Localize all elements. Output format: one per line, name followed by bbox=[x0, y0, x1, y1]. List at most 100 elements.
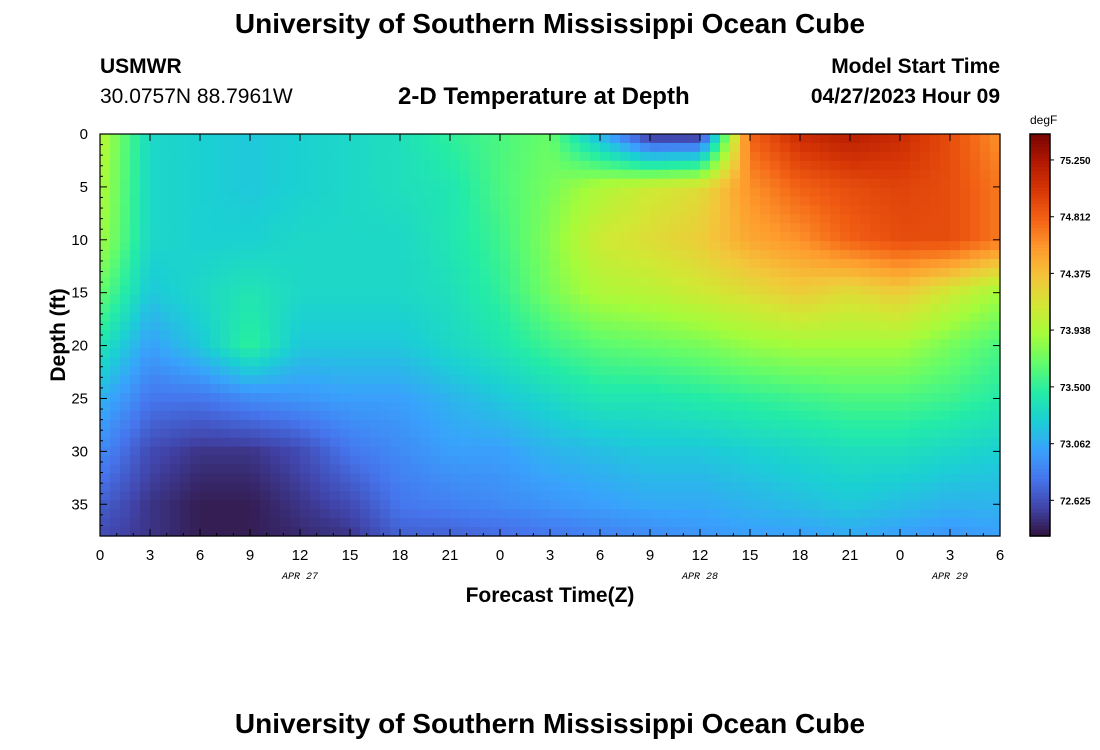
heatmap-cell bbox=[300, 473, 311, 483]
heatmap-cell bbox=[880, 339, 891, 349]
heatmap-cell bbox=[880, 223, 891, 233]
heatmap-cell bbox=[100, 196, 111, 207]
heatmap-cell bbox=[770, 321, 781, 332]
heatmap-cell bbox=[820, 464, 831, 475]
heatmap-cell bbox=[430, 268, 441, 278]
heatmap-cell bbox=[610, 312, 621, 323]
date-label: APR 29 bbox=[931, 572, 968, 583]
heatmap-cell bbox=[490, 294, 501, 305]
heatmap-cell bbox=[660, 187, 671, 198]
heatmap-cell bbox=[440, 357, 451, 367]
heatmap-cell bbox=[600, 259, 611, 269]
heatmap-cell bbox=[480, 464, 491, 475]
heatmap-cell bbox=[610, 455, 621, 466]
y-tick-label: 0 bbox=[80, 126, 88, 143]
heatmap-cell bbox=[760, 393, 771, 403]
heatmap-cell bbox=[910, 527, 921, 537]
heatmap-cell bbox=[970, 276, 981, 287]
heatmap-cell bbox=[590, 446, 601, 457]
heatmap-cell bbox=[870, 285, 881, 296]
heatmap-cell bbox=[120, 312, 131, 323]
colorbar-segment bbox=[1030, 435, 1050, 440]
heatmap-cell bbox=[540, 160, 551, 171]
heatmap-cell bbox=[910, 169, 921, 180]
heatmap-cell bbox=[350, 196, 361, 207]
heatmap-cell bbox=[180, 312, 191, 323]
heatmap-cell bbox=[710, 205, 721, 215]
colorbar-segment bbox=[1030, 254, 1050, 259]
heatmap-cell bbox=[380, 348, 391, 358]
heatmap-cell bbox=[870, 232, 881, 242]
heatmap-cell bbox=[960, 402, 971, 412]
heatmap-cell bbox=[650, 160, 661, 171]
heatmap-cell bbox=[560, 294, 571, 305]
heatmap-cell bbox=[670, 437, 681, 448]
heatmap-cell bbox=[150, 428, 161, 439]
heatmap-cell bbox=[250, 491, 261, 501]
heatmap-cell bbox=[610, 178, 621, 189]
heatmap-cell bbox=[320, 446, 331, 457]
heatmap-cell bbox=[970, 134, 981, 144]
heatmap-cell bbox=[270, 348, 281, 358]
heatmap-cell bbox=[370, 151, 381, 162]
heatmap-cell bbox=[190, 294, 201, 305]
heatmap-cell bbox=[440, 232, 451, 242]
heatmap-cell bbox=[820, 142, 831, 153]
heatmap-cell bbox=[650, 428, 661, 439]
heatmap-cell bbox=[100, 402, 111, 412]
heatmap-cell bbox=[550, 500, 561, 510]
heatmap-cell bbox=[810, 500, 821, 510]
heatmap-cell bbox=[940, 518, 951, 528]
heatmap-cell bbox=[290, 402, 301, 412]
heatmap-cell bbox=[840, 384, 851, 394]
heatmap-cell bbox=[810, 259, 821, 269]
heatmap-cell bbox=[710, 259, 721, 269]
heatmap-cell bbox=[340, 348, 351, 358]
heatmap-cell bbox=[760, 187, 771, 198]
heatmap-cell bbox=[720, 259, 731, 269]
heatmap-cell bbox=[300, 196, 311, 207]
heatmap-cell bbox=[990, 437, 1001, 448]
heatmap-cell bbox=[780, 473, 791, 483]
heatmap-cell bbox=[860, 518, 871, 528]
heatmap-cell bbox=[170, 348, 181, 358]
heatmap-cell bbox=[770, 446, 781, 457]
heatmap-cell bbox=[940, 527, 951, 537]
heatmap-cell bbox=[680, 393, 691, 403]
heatmap-cell bbox=[560, 491, 571, 501]
heatmap-cell bbox=[970, 455, 981, 466]
heatmap-cell bbox=[490, 348, 501, 358]
heatmap-cell bbox=[230, 142, 241, 153]
heatmap-cell bbox=[340, 410, 351, 421]
heatmap-cell bbox=[630, 410, 641, 421]
heatmap-cell bbox=[750, 294, 761, 305]
heatmap-cell bbox=[470, 402, 481, 412]
heatmap-cell bbox=[780, 518, 791, 528]
heatmap-cell bbox=[610, 285, 621, 296]
heatmap-cell bbox=[110, 366, 121, 376]
heatmap-cell bbox=[740, 268, 751, 278]
heatmap-cell bbox=[410, 187, 421, 198]
heatmap-cell bbox=[890, 223, 901, 233]
heatmap-cell bbox=[880, 509, 891, 519]
heatmap-cell bbox=[370, 223, 381, 233]
heatmap-cell bbox=[640, 187, 651, 198]
heatmap-cell bbox=[550, 455, 561, 466]
heatmap-cell bbox=[640, 446, 651, 457]
heatmap-cell bbox=[260, 312, 271, 323]
heatmap-cell bbox=[950, 303, 961, 314]
heatmap-cell bbox=[300, 410, 311, 421]
heatmap-cell bbox=[570, 276, 581, 287]
heatmap-cell bbox=[950, 214, 961, 224]
heatmap-cell bbox=[720, 232, 731, 242]
heatmap-cell bbox=[850, 321, 861, 332]
heatmap-cell bbox=[830, 500, 841, 510]
heatmap-cell bbox=[780, 330, 791, 341]
heatmap-cell bbox=[920, 250, 931, 260]
heatmap-cell bbox=[770, 357, 781, 367]
heatmap-cell bbox=[370, 518, 381, 528]
heatmap-cell bbox=[740, 384, 751, 394]
heatmap-cell bbox=[560, 223, 571, 233]
heatmap-cell bbox=[560, 268, 571, 278]
heatmap-cell bbox=[900, 303, 911, 314]
